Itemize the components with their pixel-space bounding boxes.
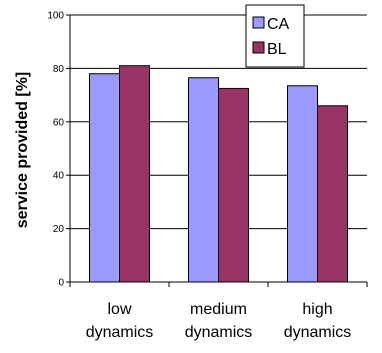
x-category-label: dynamics (185, 324, 253, 341)
legend-label-ca: CA (267, 16, 290, 33)
legend-swatch-ca (252, 16, 265, 29)
y-axis-title: service provided [%] (14, 72, 31, 229)
axes (69, 15, 368, 287)
legend: CA BL (245, 4, 305, 68)
bar-ca-low (89, 73, 120, 283)
bar-ca-high (287, 85, 318, 283)
y-tick-label: 100 (47, 11, 64, 22)
y-tick-label: 60 (53, 117, 65, 128)
x-category-label: dynamics (86, 324, 154, 341)
bar-bl-medium (218, 87, 249, 283)
x-category-label: medium (190, 301, 247, 318)
x-category-label: high (302, 301, 332, 318)
x-category-label: dynamics (284, 324, 352, 341)
legend-box (245, 4, 305, 68)
x-category-label: low (107, 301, 131, 318)
legend-label-bl: BL (267, 41, 287, 58)
bars (89, 65, 348, 283)
y-axis-ticks: 0 20 40 60 80 100 (47, 11, 70, 289)
bar-ca-medium (188, 77, 219, 283)
y-tick-label: 40 (53, 171, 65, 182)
legend-swatch-bl (252, 41, 265, 54)
bar-bl-high (317, 105, 348, 283)
y-tick-label: 20 (53, 224, 65, 235)
bar-bl-low (119, 65, 150, 283)
y-tick-label: 80 (53, 64, 65, 75)
x-axis-categories: low dynamics medium dynamics high dynamics (86, 301, 352, 341)
y-tick-label: 0 (58, 278, 64, 289)
